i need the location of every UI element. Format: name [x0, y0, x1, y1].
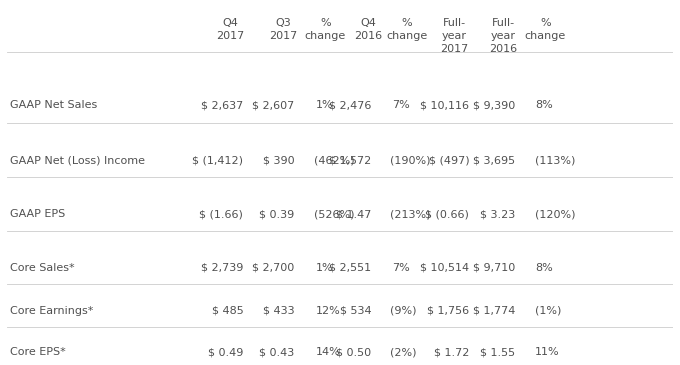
Text: $ 3.23: $ 3.23 — [480, 209, 515, 219]
Text: (462%): (462%) — [314, 155, 355, 166]
Text: Q4
2017: Q4 2017 — [216, 18, 244, 41]
Text: (526%): (526%) — [314, 209, 354, 219]
Text: (2%): (2%) — [390, 347, 416, 357]
Text: 7%: 7% — [392, 100, 410, 110]
Text: (213%): (213%) — [390, 209, 430, 219]
Text: (9%): (9%) — [390, 306, 416, 316]
Text: Full-
year
2017: Full- year 2017 — [441, 18, 469, 54]
Text: $ 2,607: $ 2,607 — [252, 100, 294, 110]
Text: $ 2,551: $ 2,551 — [329, 263, 371, 273]
Text: $ (1.66): $ (1.66) — [199, 209, 243, 219]
Text: (190%): (190%) — [390, 155, 430, 166]
Text: $ 534: $ 534 — [340, 306, 371, 316]
Text: %
change: % change — [305, 18, 346, 41]
Text: GAAP Net (Loss) Income: GAAP Net (Loss) Income — [10, 155, 145, 166]
Text: 8%: 8% — [535, 100, 553, 110]
Text: 8%: 8% — [535, 263, 553, 273]
Text: Core Sales*: Core Sales* — [10, 263, 75, 273]
Text: $ 0.39: $ 0.39 — [260, 209, 294, 219]
Text: GAAP Net Sales: GAAP Net Sales — [10, 100, 97, 110]
Text: $ 2,637: $ 2,637 — [201, 100, 243, 110]
Text: $ 10,514: $ 10,514 — [420, 263, 469, 273]
Text: %
change: % change — [525, 18, 566, 41]
Text: $ 1,774: $ 1,774 — [473, 306, 515, 316]
Text: $ 1.47: $ 1.47 — [336, 209, 371, 219]
Text: $ 9,390: $ 9,390 — [473, 100, 515, 110]
Text: $ 1,572: $ 1,572 — [329, 155, 371, 166]
Text: (113%): (113%) — [535, 155, 576, 166]
Text: GAAP EPS: GAAP EPS — [10, 209, 65, 219]
Text: $ 2,476: $ 2,476 — [329, 100, 371, 110]
Text: $ 0.50: $ 0.50 — [336, 347, 371, 357]
Text: $ 3,695: $ 3,695 — [473, 155, 515, 166]
Text: $ 390: $ 390 — [263, 155, 294, 166]
Text: $ 1,756: $ 1,756 — [427, 306, 469, 316]
Text: 12%: 12% — [316, 306, 341, 316]
Text: Q3
2017: Q3 2017 — [269, 18, 297, 41]
Text: $ 2,700: $ 2,700 — [252, 263, 294, 273]
Text: $ 485: $ 485 — [211, 306, 243, 316]
Text: 11%: 11% — [535, 347, 560, 357]
Text: $ 1.72: $ 1.72 — [434, 347, 469, 357]
Text: $ 0.43: $ 0.43 — [260, 347, 294, 357]
Text: $ 2,739: $ 2,739 — [201, 263, 243, 273]
Text: $ 9,710: $ 9,710 — [473, 263, 515, 273]
Text: (1%): (1%) — [535, 306, 562, 316]
Text: 1%: 1% — [316, 100, 334, 110]
Text: Full-
year
2016: Full- year 2016 — [489, 18, 517, 54]
Text: $ 10,116: $ 10,116 — [420, 100, 469, 110]
Text: Q4
2016: Q4 2016 — [354, 18, 383, 41]
Text: 1%: 1% — [316, 263, 334, 273]
Text: $ (1,412): $ (1,412) — [192, 155, 243, 166]
Text: 14%: 14% — [316, 347, 341, 357]
Text: (120%): (120%) — [535, 209, 576, 219]
Text: $ (0.66): $ (0.66) — [426, 209, 469, 219]
Text: Core Earnings*: Core Earnings* — [10, 306, 94, 316]
Text: Core EPS*: Core EPS* — [10, 347, 66, 357]
Text: $ 1.55: $ 1.55 — [480, 347, 515, 357]
Text: $ 433: $ 433 — [263, 306, 294, 316]
Text: $ (497): $ (497) — [428, 155, 469, 166]
Text: $ 0.49: $ 0.49 — [208, 347, 243, 357]
Text: 7%: 7% — [392, 263, 410, 273]
Text: %
change: % change — [386, 18, 427, 41]
